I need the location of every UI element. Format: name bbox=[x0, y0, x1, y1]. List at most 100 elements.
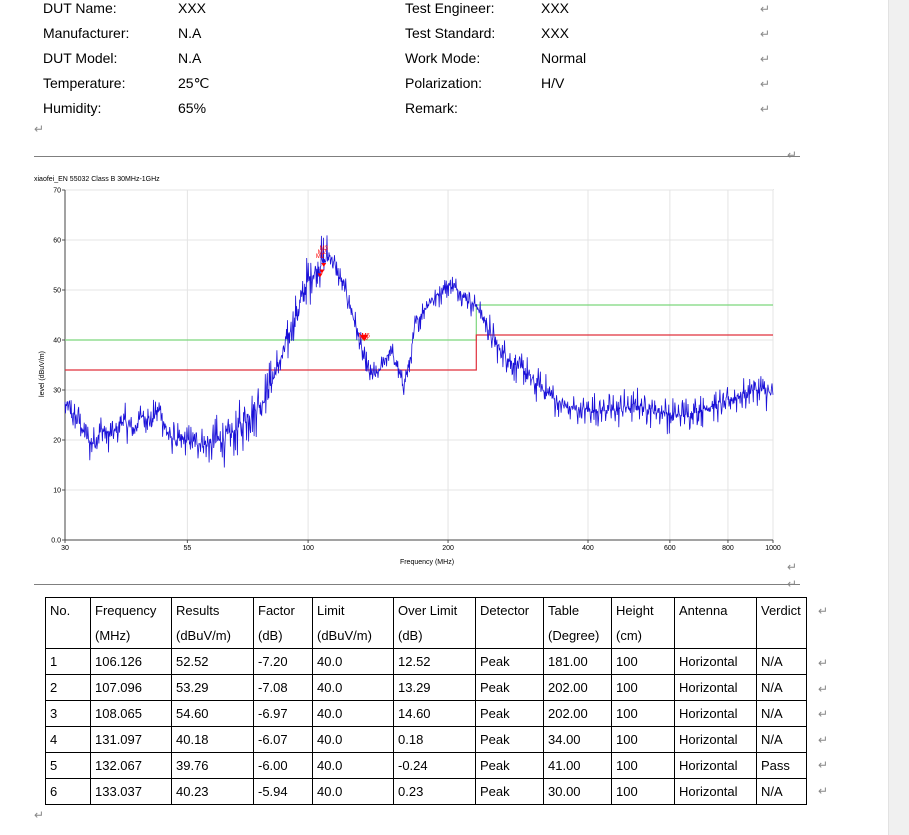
table-cell: N/A bbox=[756, 726, 807, 753]
header-line: Over Limit bbox=[398, 603, 458, 618]
x-tick-label: 1000 bbox=[765, 545, 781, 552]
header-unit: (dB) bbox=[258, 628, 283, 643]
paragraph-mark: ↵ bbox=[760, 77, 771, 91]
table-cell: 40.23 bbox=[171, 778, 254, 805]
table-cell: Peak bbox=[475, 648, 544, 675]
table-cell: 40.18 bbox=[171, 726, 254, 753]
marker-label: M1 bbox=[316, 254, 325, 260]
header-unit: (dB) bbox=[398, 628, 423, 643]
table-cell: 14.60 bbox=[393, 700, 476, 727]
info-label: Manufacturer: bbox=[43, 25, 130, 41]
table-cell: 13.29 bbox=[393, 674, 476, 701]
header-cell: Frequency (MHz) bbox=[90, 597, 172, 649]
horizontal-rule bbox=[34, 156, 800, 157]
info-value: H/V bbox=[541, 75, 565, 91]
y-tick-label: 30 bbox=[53, 388, 61, 395]
table-cell: 181.00 bbox=[543, 648, 612, 675]
table-cell: -6.07 bbox=[253, 726, 313, 753]
vertical-scrollbar[interactable] bbox=[888, 0, 909, 835]
table-cell: 12.52 bbox=[393, 648, 476, 675]
table-cell: -7.08 bbox=[253, 674, 313, 701]
header-line: Antenna bbox=[679, 603, 728, 618]
table-cell: 100 bbox=[611, 726, 675, 753]
emission-chart: xiaofei_EN 55032 Class B 30MHz-1GHz 0.0 1… bbox=[34, 176, 781, 566]
paragraph-mark: ↵ bbox=[760, 52, 771, 66]
paragraph-mark: ↵ bbox=[760, 102, 771, 116]
info-value: N.A bbox=[178, 25, 202, 41]
table-cell: 133.037 bbox=[90, 778, 172, 805]
info-value: 65% bbox=[178, 100, 207, 116]
y-tick-label: 0.0 bbox=[51, 538, 61, 545]
paragraph-mark: ↵ bbox=[34, 808, 45, 822]
x-axis-label: Frequency (MHz) bbox=[400, 559, 454, 566]
marker-point bbox=[319, 269, 325, 274]
header-cell: Verdict bbox=[756, 597, 807, 649]
table-row: 1 106.126 52.52 -7.20 40.0 12.52 Peak 181.00 100… bbox=[45, 648, 807, 675]
table-cell: 41.00 bbox=[543, 752, 612, 779]
table-cell: 40.0 bbox=[312, 726, 394, 753]
header-line: Detector bbox=[480, 603, 530, 618]
info-value: N.A bbox=[178, 50, 202, 66]
table-cell: 40.0 bbox=[312, 648, 394, 675]
table-cell: Horizontal bbox=[674, 752, 757, 779]
table-cell: 54.60 bbox=[171, 700, 254, 727]
table-cell: -7.20 bbox=[253, 648, 313, 675]
y-axis-label: level (dBuV/m) bbox=[39, 351, 46, 397]
paragraph-mark: ↵ bbox=[818, 656, 829, 670]
header-line: Height bbox=[616, 603, 654, 618]
chart-axes: 0.0 10 20 30 40 50 60 70 30 55 100 200 400 600 800 1000 bbox=[51, 188, 781, 553]
header-line: Verdict bbox=[761, 603, 801, 618]
info-label: Polarization: bbox=[405, 75, 483, 91]
paragraph-mark: ↵ bbox=[818, 604, 829, 618]
x-tick-label: 200 bbox=[442, 545, 454, 552]
header-cell: Over Limit (dB) bbox=[393, 597, 476, 649]
paragraph-mark: ↵ bbox=[760, 27, 771, 41]
marker-label: M3 bbox=[320, 246, 329, 252]
trace-line bbox=[64, 235, 774, 468]
table-cell: Horizontal bbox=[674, 726, 757, 753]
paragraph-mark: ↵ bbox=[818, 758, 829, 772]
table-cell: 202.00 bbox=[543, 674, 612, 701]
paragraph-mark: ↵ bbox=[760, 2, 771, 16]
info-value: XXX bbox=[178, 0, 207, 16]
paragraph-mark: ↵ bbox=[818, 682, 829, 696]
y-tick-label: 70 bbox=[53, 188, 61, 195]
info-label: DUT Name: bbox=[43, 0, 117, 16]
y-tick-label: 20 bbox=[53, 438, 61, 445]
header-cell: Antenna bbox=[674, 597, 757, 649]
table-cell: N/A bbox=[756, 700, 807, 727]
header-unit: (cm) bbox=[616, 628, 642, 643]
x-tick-label: 600 bbox=[664, 545, 676, 552]
table-cell: N/A bbox=[756, 778, 807, 805]
header-line: Limit bbox=[317, 603, 345, 618]
x-tick-label: 30 bbox=[61, 545, 69, 552]
table-cell: 2 bbox=[45, 674, 91, 701]
table-cell: 6 bbox=[45, 778, 91, 805]
info-value: XXX bbox=[541, 25, 570, 41]
info-value: 25℃ bbox=[178, 75, 210, 91]
header-cell: Height (cm) bbox=[611, 597, 675, 649]
table-row: 6 133.037 40.23 -5.94 40.0 0.23 Peak 30.00 100 Ho… bbox=[45, 778, 807, 805]
table-cell: 202.00 bbox=[543, 700, 612, 727]
info-label: Test Engineer: bbox=[405, 0, 495, 16]
x-tick-label: 400 bbox=[582, 545, 594, 552]
paragraph-mark: ↵ bbox=[34, 122, 45, 136]
marker-point bbox=[317, 273, 323, 278]
table-cell: Peak bbox=[475, 700, 544, 727]
info-label: Remark: bbox=[405, 100, 458, 116]
header-cell: Results (dBuV/m) bbox=[171, 597, 254, 649]
header-cell: Table (Degree) bbox=[543, 597, 612, 649]
info-label: DUT Model: bbox=[43, 50, 118, 66]
table-cell: Pass bbox=[756, 752, 807, 779]
table-row: 5 132.067 39.76 -6.00 40.0 -0.24 Peak 41.00 100 H… bbox=[45, 752, 807, 779]
header-unit: (dBuV/m) bbox=[176, 628, 231, 643]
header-cell: Factor (dB) bbox=[253, 597, 313, 649]
table-row: 4 131.097 40.18 -6.07 40.0 0.18 Peak 34.00 100 Ho… bbox=[45, 726, 807, 753]
table-cell: Peak bbox=[475, 778, 544, 805]
table-cell: 131.097 bbox=[90, 726, 172, 753]
paragraph-mark: ↵ bbox=[818, 784, 829, 798]
info-label: Temperature: bbox=[43, 75, 126, 91]
x-tick-label: 800 bbox=[722, 545, 734, 552]
table-cell: 100 bbox=[611, 778, 675, 805]
chart-title: xiaofei_EN 55032 Class B 30MHz-1GHz bbox=[34, 176, 160, 183]
